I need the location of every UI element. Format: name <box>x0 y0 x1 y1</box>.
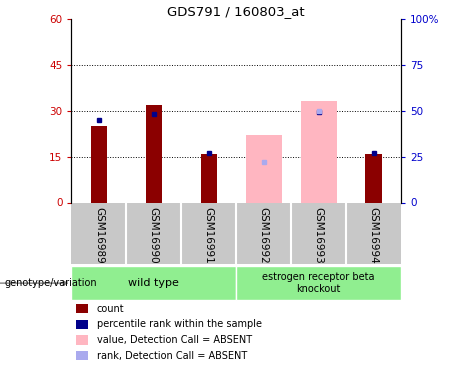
Text: count: count <box>97 304 124 313</box>
Bar <box>91 126 107 202</box>
Bar <box>246 135 282 202</box>
Text: wild type: wild type <box>129 278 179 288</box>
Text: GSM16990: GSM16990 <box>149 207 159 264</box>
Text: rank, Detection Call = ABSENT: rank, Detection Call = ABSENT <box>97 351 247 361</box>
Text: percentile rank within the sample: percentile rank within the sample <box>97 320 262 329</box>
Text: GSM16989: GSM16989 <box>94 207 104 264</box>
Bar <box>71 266 236 300</box>
Title: GDS791 / 160803_at: GDS791 / 160803_at <box>167 4 305 18</box>
Text: GSM16991: GSM16991 <box>204 207 214 264</box>
Text: GSM16993: GSM16993 <box>313 207 324 264</box>
Bar <box>146 105 162 202</box>
Bar <box>366 153 382 203</box>
Text: estrogen receptor beta
knockout: estrogen receptor beta knockout <box>262 272 375 294</box>
Bar <box>236 266 401 300</box>
Text: GSM16994: GSM16994 <box>369 207 378 264</box>
Text: value, Detection Call = ABSENT: value, Detection Call = ABSENT <box>97 335 252 345</box>
Text: genotype/variation: genotype/variation <box>5 278 97 288</box>
Bar <box>201 153 217 203</box>
Bar <box>301 102 337 202</box>
Text: GSM16992: GSM16992 <box>259 207 269 264</box>
